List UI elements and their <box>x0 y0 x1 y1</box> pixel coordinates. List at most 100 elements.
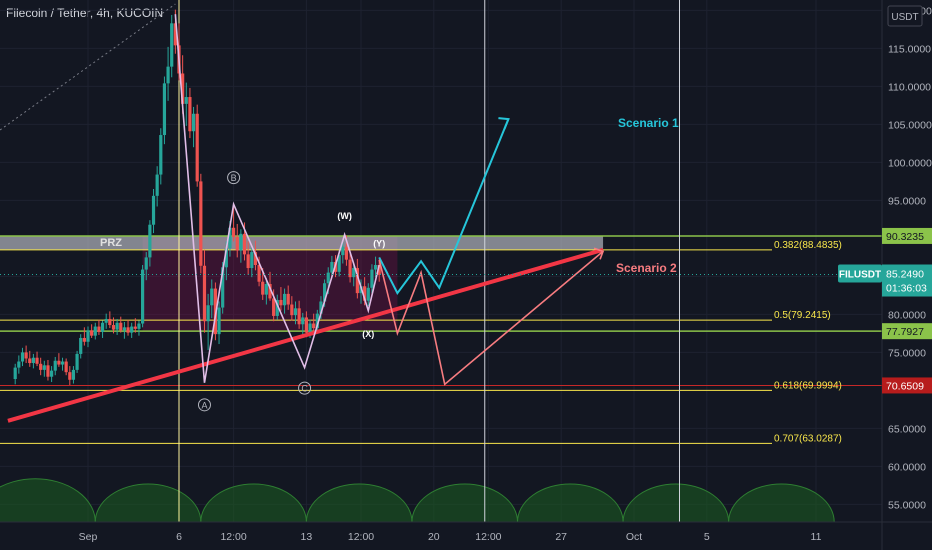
currency-badge <box>887 5 923 27</box>
level-price-tag-text: 90.3235 <box>886 231 924 243</box>
candle-body <box>261 281 265 295</box>
candle-body <box>232 227 236 237</box>
time-cycle-arc <box>622 483 730 522</box>
candle-body <box>31 357 35 364</box>
scenario-2-arrowhead <box>593 247 605 260</box>
candle-body <box>348 259 352 278</box>
candle-body <box>308 323 312 333</box>
wave-path <box>174 14 380 383</box>
y-tick-label: 115.0000 <box>888 43 931 55</box>
candle-body <box>75 353 79 370</box>
candle-body <box>24 352 28 359</box>
candle-body <box>141 269 145 324</box>
scenario-1-path <box>378 118 510 296</box>
level-price-tag-text: 77.7927 <box>886 326 924 338</box>
time-cycle-arc <box>94 483 202 522</box>
candle-body <box>312 323 316 329</box>
candle-body <box>257 265 261 282</box>
candle-body <box>253 252 258 265</box>
candle-body <box>210 288 214 306</box>
candle-body <box>151 195 156 225</box>
candle-body <box>282 293 287 306</box>
candle-body <box>28 358 32 364</box>
candle-body <box>191 113 196 132</box>
fib-label: 0.382(88.4835) <box>774 240 842 251</box>
prz-zone <box>0 235 604 250</box>
candle-body <box>275 299 279 316</box>
candle-body <box>71 369 76 380</box>
candle-body <box>195 113 199 182</box>
candle-body <box>304 317 308 333</box>
y-tick-label: 60.0000 <box>888 461 926 473</box>
fib-label: 0.707(63.0287) <box>774 433 842 444</box>
x-tick-label: 13 <box>301 531 313 543</box>
candle-body <box>97 326 101 332</box>
time-cycle-arc <box>305 483 413 522</box>
candle-body <box>344 246 349 260</box>
candle-body <box>64 361 68 373</box>
candle-body <box>115 322 119 330</box>
time-cycle-arc <box>0 478 96 522</box>
candle-body <box>42 365 46 370</box>
x-tick-label: 12:00 <box>220 531 246 543</box>
candle-body <box>46 365 50 377</box>
candle-body <box>319 301 323 314</box>
x-tick-label: 5 <box>704 531 710 543</box>
dotted-ray <box>0 3 176 131</box>
candle-body <box>323 283 327 302</box>
fib-label: 0.618(69.9994) <box>774 380 842 391</box>
candle-body <box>377 265 381 275</box>
candle-body <box>235 236 239 251</box>
candle-body <box>221 267 225 308</box>
time-cycle-arc <box>200 483 307 522</box>
candle-body <box>355 268 359 294</box>
y-tick-label: 75.0000 <box>888 347 926 359</box>
plot-area: PRZ 0.382(88.4835) 0.5(79.2415) 0.618(69.99… <box>0 0 882 522</box>
candle-body <box>297 308 301 325</box>
candle-body <box>242 233 247 255</box>
y-tick-label: 95.0000 <box>888 195 926 207</box>
symbol-tag-text: FILUSDT <box>839 270 881 281</box>
candle-body <box>93 326 97 336</box>
candle-body <box>202 265 207 322</box>
chart-title: Filecoin / Tether, 4h, KUCOIN <box>6 6 164 20</box>
prz-label: PRZ <box>100 237 122 249</box>
x-tick-label: 20 <box>428 531 440 543</box>
candle-body <box>159 135 163 175</box>
symbol-tag <box>838 264 882 283</box>
trendline <box>7 247 604 423</box>
candle-body <box>373 265 378 270</box>
candle-body <box>290 304 294 316</box>
candle-body <box>301 317 305 325</box>
wave-label: (X) <box>362 329 374 339</box>
candle-body <box>13 367 17 379</box>
scenario-1-arrowhead <box>498 117 510 130</box>
wave-label: (W) <box>337 211 352 221</box>
candle-body <box>111 325 116 330</box>
y-tick-label: 110.0000 <box>888 81 931 93</box>
candle-body <box>119 322 123 331</box>
candle-body <box>20 352 25 362</box>
candle-body <box>272 298 276 316</box>
candle-body <box>108 318 112 326</box>
candle-body <box>246 254 250 269</box>
candle-body <box>315 313 319 329</box>
candle-body <box>184 97 188 104</box>
candle-body <box>366 287 370 301</box>
candle-body <box>90 330 94 336</box>
y-tick-label: 55.0000 <box>888 499 926 511</box>
candle-body <box>286 293 290 305</box>
level-price-tag <box>882 227 932 244</box>
candle-body <box>239 233 243 251</box>
wave-label-circle <box>298 381 312 395</box>
candle-body <box>337 255 341 272</box>
candle-body <box>50 370 54 377</box>
wave-label: C <box>301 384 308 394</box>
wave-label: A <box>201 400 207 410</box>
candle-body <box>162 83 167 136</box>
candle-body <box>39 363 43 370</box>
candle-body <box>217 307 221 335</box>
wave-label-circle <box>227 171 241 185</box>
